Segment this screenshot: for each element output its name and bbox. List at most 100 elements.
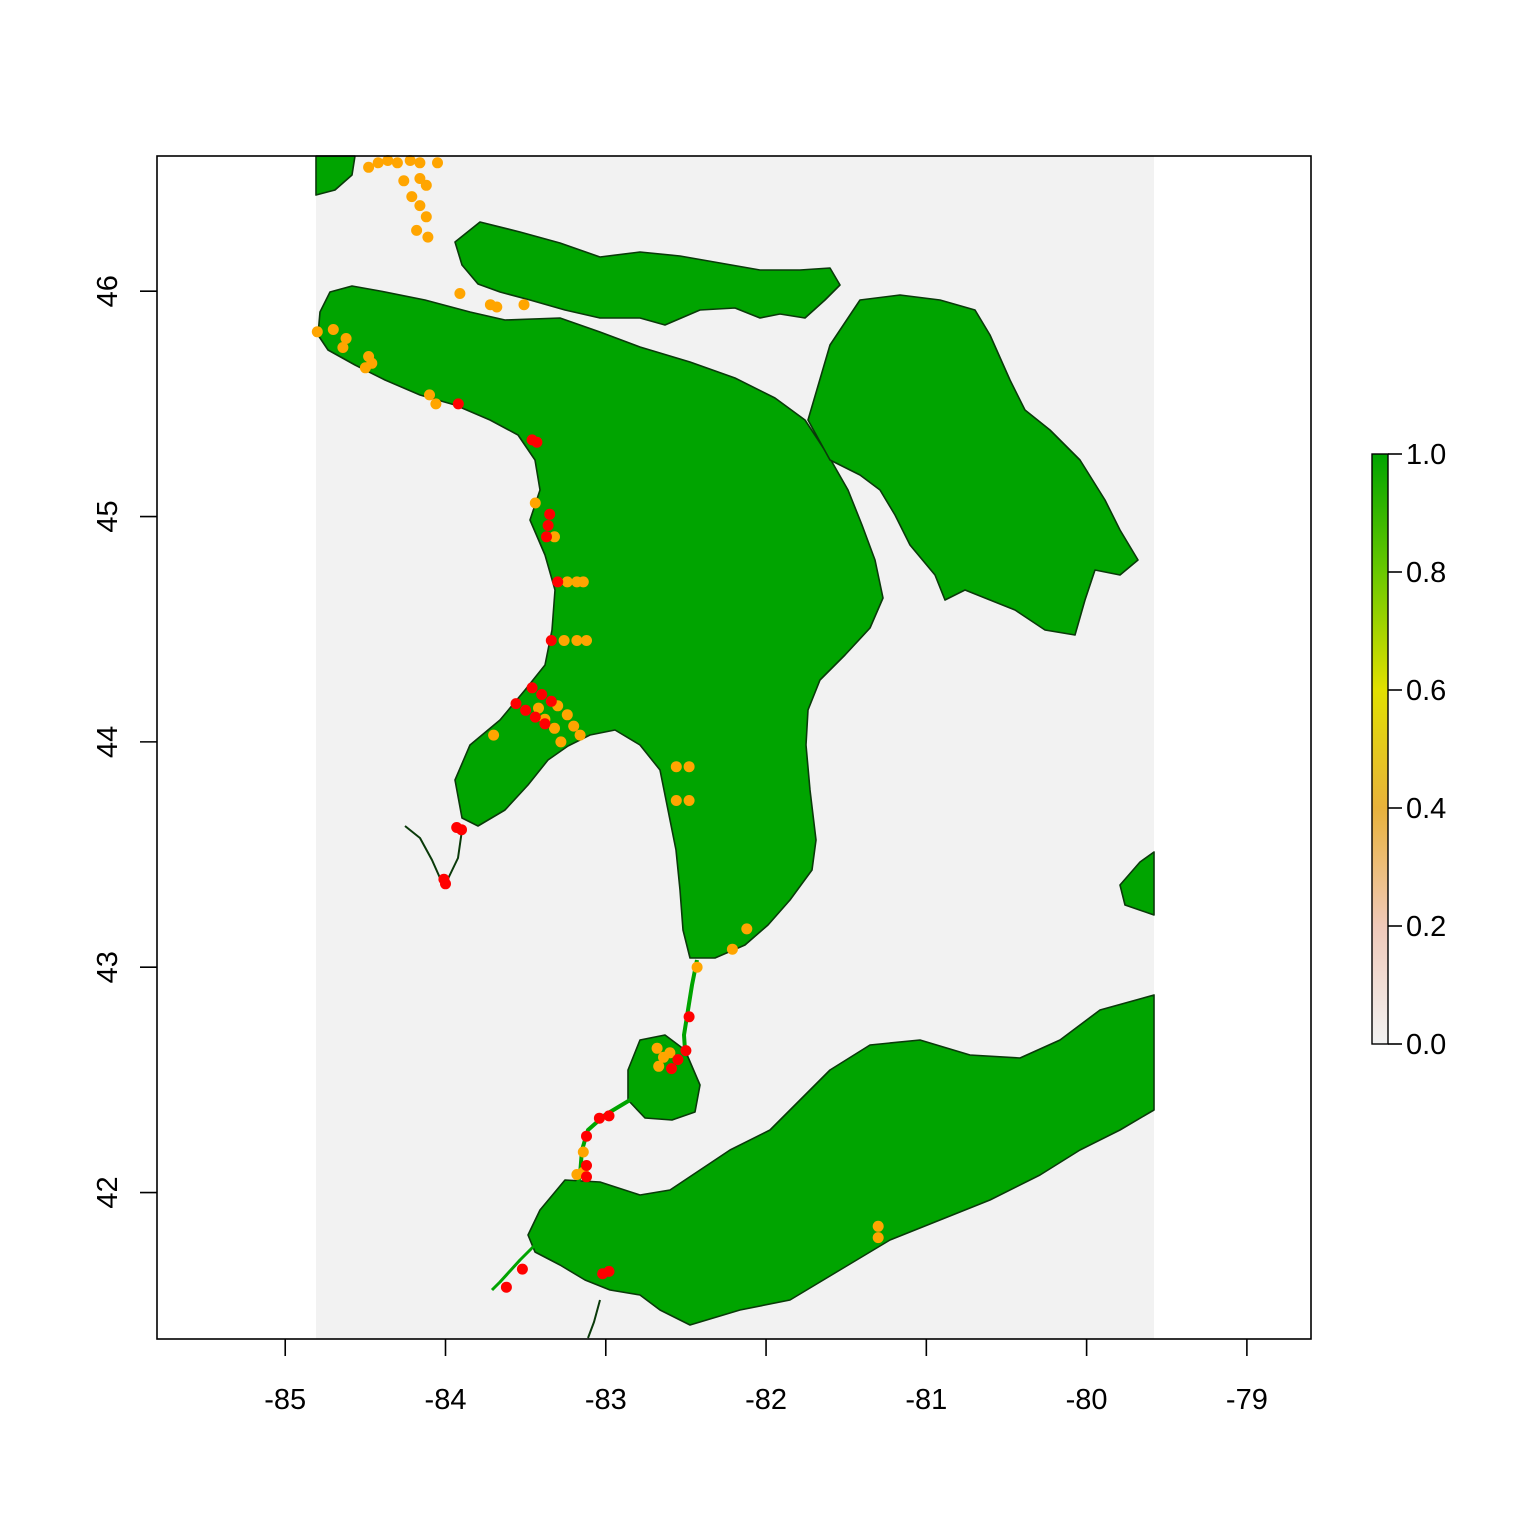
data-point: [670, 795, 682, 806]
data-point: [603, 1110, 615, 1122]
data-point: [683, 761, 695, 773]
data-point: [552, 576, 564, 588]
land-layer: [315, 155, 1155, 1339]
data-point: [549, 722, 560, 734]
data-point: [872, 1220, 884, 1232]
data-point: [518, 299, 530, 311]
data-point: [420, 179, 432, 191]
data-point: [391, 157, 403, 169]
data-point: [430, 398, 442, 410]
data-point: [545, 695, 557, 707]
map-panel: -85 -84 -83 -82 -81 -80 -79 42 43 44 45 46: [92, 155, 1312, 1416]
x-tick-label: -84: [425, 1384, 467, 1416]
colorbar-tick-label: 0.4: [1406, 793, 1446, 825]
data-point: [542, 520, 554, 531]
data-point: [533, 702, 544, 714]
data-point: [561, 709, 573, 721]
data-point: [491, 301, 503, 313]
data-point: [603, 1265, 615, 1277]
data-point: [531, 436, 543, 448]
plot-frame: [156, 155, 1312, 1340]
data-point: [664, 1047, 676, 1059]
data-point: [382, 155, 394, 166]
data-point: [451, 822, 463, 833]
y-axis: 42 43 44 45 46: [92, 275, 157, 1209]
data-point: [581, 1171, 592, 1183]
data-point: [510, 698, 522, 710]
data-point: [420, 211, 432, 223]
x-tick-label: -79: [1226, 1384, 1268, 1416]
data-point: [726, 943, 738, 955]
y-tick-label: 46: [92, 275, 124, 307]
data-point: [653, 1060, 665, 1072]
colorbar-tick-label: 0.6: [1406, 675, 1446, 707]
data-point: [571, 635, 583, 646]
data-point: [529, 711, 541, 723]
data-point: [683, 1011, 695, 1023]
colorbar-gradient: [1371, 453, 1389, 1045]
data-point: [571, 1169, 583, 1180]
data-point: [452, 398, 464, 410]
x-axis: -85 -84 -83 -82 -81 -80 -79: [264, 1339, 1268, 1416]
maumee-river: [490, 1238, 542, 1292]
data-point: [680, 1045, 692, 1057]
data-point: [359, 362, 371, 374]
data-point: [372, 157, 384, 169]
lake-huron-main-basin: [317, 285, 884, 959]
data-point: [568, 720, 580, 732]
data-point: [488, 729, 500, 741]
colorbar-ticks: 0.0 0.2 0.4 0.6 0.8 1.0: [1388, 439, 1446, 1061]
st-clair-river: [682, 959, 699, 1051]
manitoulin-island: [454, 221, 841, 326]
data-point: [516, 1263, 528, 1275]
data-point: [422, 231, 434, 243]
data-point: [670, 761, 682, 773]
data-point: [536, 689, 548, 700]
data-point: [526, 682, 538, 694]
x-tick-label: -80: [1066, 1384, 1108, 1416]
y-tick-label: 43: [92, 951, 124, 983]
data-point: [651, 1042, 663, 1054]
data-point: [683, 795, 695, 806]
data-point: [363, 161, 375, 173]
x-tick-label: -85: [264, 1384, 306, 1416]
data-point: [545, 635, 557, 646]
data-point: [311, 326, 323, 338]
y-tick-label: 44: [92, 726, 124, 758]
lake-erie: [527, 994, 1155, 1326]
y-tick-label: 42: [92, 1176, 124, 1208]
data-point: [577, 1146, 589, 1158]
y-tick-label: 45: [92, 500, 124, 532]
data-point: [398, 175, 410, 187]
colorbar-legend: 0.0 0.2 0.4 0.6 0.8 1.0: [1371, 439, 1446, 1061]
data-point: [872, 1232, 884, 1244]
data-point: [549, 531, 560, 543]
data-point: [544, 508, 556, 520]
data-point: [414, 200, 426, 212]
data-point: [574, 729, 586, 741]
points-layer: [311, 155, 884, 1293]
data-point: [691, 961, 703, 973]
data-point: [672, 1054, 684, 1066]
data-point: [406, 191, 418, 203]
data-point: [593, 1112, 605, 1124]
data-point: [414, 157, 426, 169]
data-point: [555, 736, 567, 748]
data-point: [558, 635, 570, 646]
colorbar-tick-label: 0.8: [1406, 557, 1446, 589]
data-point: [432, 157, 443, 169]
data-point: [741, 923, 753, 935]
data-point: [561, 576, 573, 588]
data-point: [529, 497, 541, 509]
x-tick-label: -81: [905, 1384, 947, 1416]
data-point: [581, 635, 592, 646]
data-point: [454, 288, 466, 299]
sandusky-river: [587, 1299, 601, 1339]
data-point: [337, 342, 349, 353]
data-point: [411, 224, 423, 236]
data-point: [340, 333, 352, 344]
data-point: [520, 704, 532, 716]
lake-ontario-edge: [1119, 851, 1155, 916]
data-point: [539, 718, 551, 730]
data-point: [404, 155, 416, 166]
